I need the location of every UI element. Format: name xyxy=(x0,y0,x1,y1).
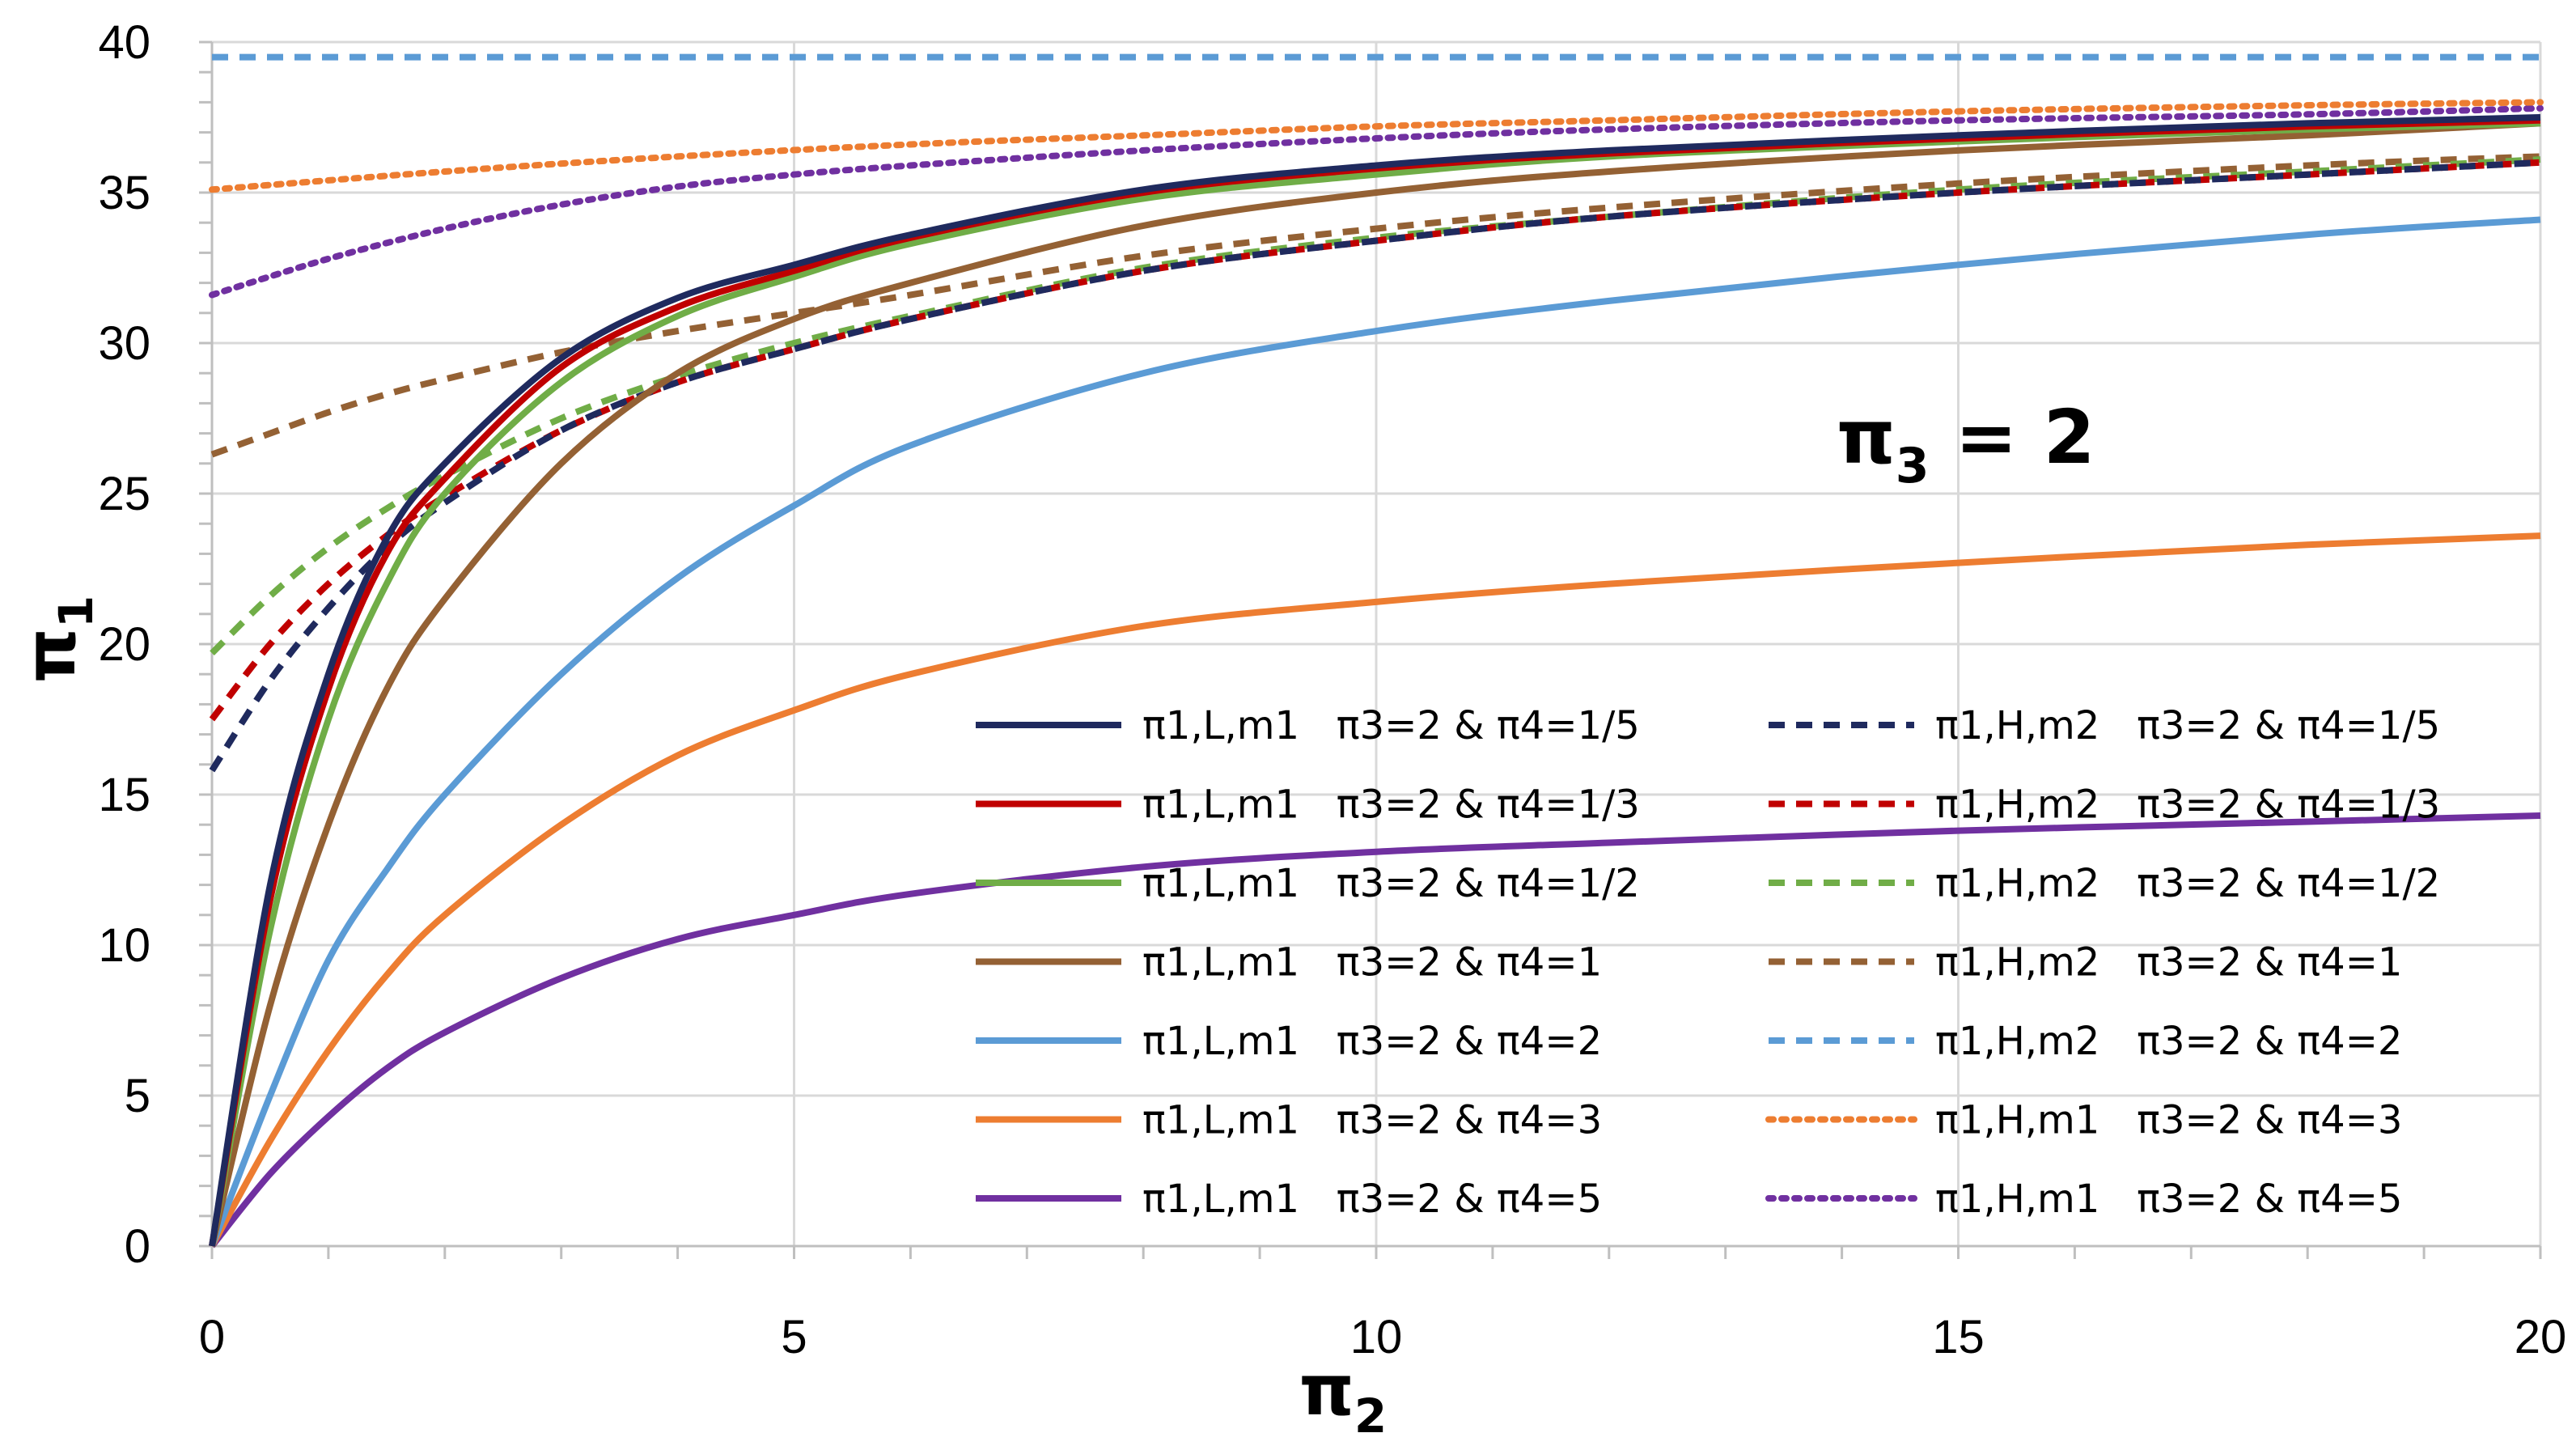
y-tick-label-1: 5 xyxy=(125,1070,150,1122)
series-line-6 xyxy=(209,532,2541,1248)
tick-labels: 0 5 10 15 20 0 5 10 15 20 25 30 35 40 xyxy=(98,16,2566,1363)
annotation-suffix: = 2 xyxy=(1930,394,2095,481)
legend-label-7: π1,L,m1 π3=2 & π4=5 xyxy=(1142,1177,1602,1222)
x-tick-label-2: 10 xyxy=(1350,1311,1403,1363)
y-tick-label-5: 25 xyxy=(98,468,150,520)
x-tick-label-1: 5 xyxy=(781,1311,807,1363)
y-tick-label-7: 35 xyxy=(98,167,150,219)
series-line-11 xyxy=(210,153,2541,458)
legend-label-4: π1,L,m1 π3=2 & π4=1 xyxy=(1142,940,1602,986)
series-line-4 xyxy=(209,120,2541,1247)
y-tick-label-6: 30 xyxy=(98,317,150,370)
annotation-main: π xyxy=(1837,394,1896,481)
y-tick-label-2: 10 xyxy=(98,919,150,972)
legend-label-10: π1,H,m2 π3=2 & π4=1/2 xyxy=(1935,861,2440,906)
y-tick-label-8: 40 xyxy=(98,16,150,69)
series-line-1 xyxy=(209,114,2541,1247)
legend-label-6: π1,L,m1 π3=2 & π4=3 xyxy=(1142,1098,1602,1143)
y-axis-label-main: π xyxy=(11,628,91,683)
y-tick-label-0: 0 xyxy=(125,1220,150,1273)
legend-label-13: π1,H,m1 π3=2 & π4=3 xyxy=(1935,1098,2402,1143)
annotation-sub: 3 xyxy=(1896,438,1930,494)
series-line-14 xyxy=(209,104,2544,299)
series-line-5 xyxy=(209,216,2541,1248)
x-axis-label-sub: 2 xyxy=(1354,1389,1387,1444)
x-tick-label-4: 20 xyxy=(2515,1311,2567,1363)
legend-label-11: π1,H,m2 π3=2 & π4=1 xyxy=(1935,940,2402,986)
x-tick-label-3: 15 xyxy=(1932,1311,1985,1363)
legend-label-1: π1,L,m1 π3=2 & π4=1/5 xyxy=(1142,703,1640,748)
y-tick-label-3: 15 xyxy=(98,769,150,821)
y-axis-label: π1 xyxy=(11,596,104,683)
annotation-pi3: π3 = 2 xyxy=(1837,394,2095,494)
x-axis-label-main: π xyxy=(1299,1350,1354,1431)
legend-label-8: π1,H,m2 π3=2 & π4=1/5 xyxy=(1935,703,2440,748)
legend-label-3: π1,L,m1 π3=2 & π4=1/2 xyxy=(1142,861,1640,906)
x-axis-label: π2 xyxy=(1299,1350,1387,1444)
legend-label-12: π1,H,m2 π3=2 & π4=2 xyxy=(1935,1019,2402,1064)
y-tick-label-4: 20 xyxy=(98,618,150,671)
legend-label-9: π1,H,m2 π3=2 & π4=1/3 xyxy=(1935,782,2440,828)
series-layer xyxy=(209,53,2544,1249)
x-tick-label-0: 0 xyxy=(199,1311,225,1363)
legend: π1,L,m1 π3=2 & π4=1/5 π1,L,m1 π3=2 & π4=1… xyxy=(976,703,2440,1222)
grid xyxy=(212,40,2542,1246)
series-line-13 xyxy=(209,99,2544,193)
legend-label-2: π1,L,m1 π3=2 & π4=1/3 xyxy=(1142,782,1640,828)
legend-label-14: π1,H,m1 π3=2 & π4=5 xyxy=(1935,1177,2402,1222)
axes xyxy=(199,40,2542,1259)
y-axis-label-sub: 1 xyxy=(49,596,104,628)
series-line-7 xyxy=(209,812,2541,1249)
legend-label-5: π1,L,m1 π3=2 & π4=2 xyxy=(1142,1019,1602,1064)
